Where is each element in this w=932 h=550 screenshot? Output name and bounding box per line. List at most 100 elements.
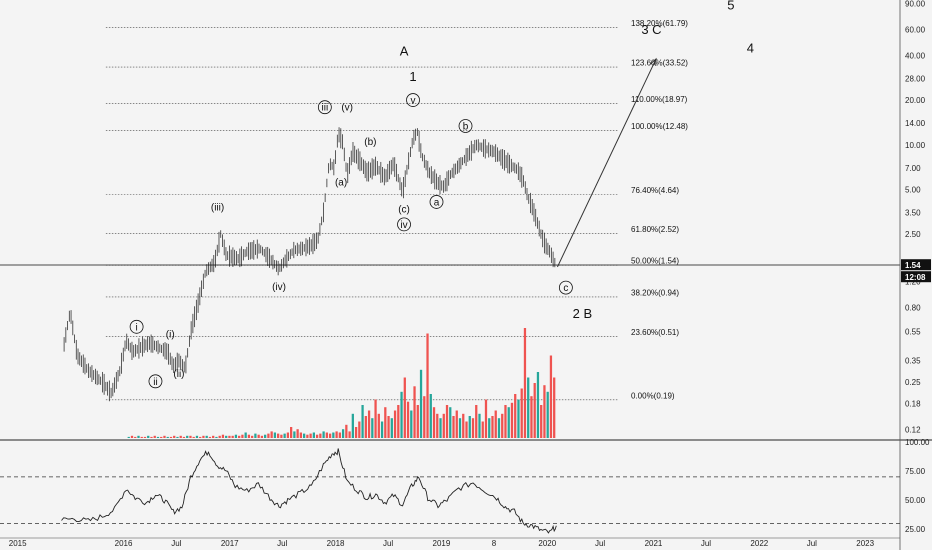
price-tick-label: 2.50 [905, 230, 921, 239]
volume-bar [130, 435, 134, 438]
volume-bar [228, 435, 231, 438]
volume-bar [481, 421, 484, 438]
fib-label: 138.20%(61.79) [631, 19, 688, 28]
wave-label-circle [429, 195, 444, 209]
time-tick-label: 2018 [327, 539, 345, 548]
volume-bars [127, 328, 556, 438]
volume-bar [195, 435, 199, 438]
volume-bar [189, 435, 192, 438]
volume-bar [225, 435, 228, 438]
volume-bar [182, 436, 186, 438]
volume-bar [393, 410, 397, 438]
rsi-tick-label: 50.00 [905, 496, 926, 505]
volume-bar [546, 391, 549, 438]
volume-bar [176, 436, 179, 438]
volume-bar [241, 434, 244, 438]
time-tick-label: 2023 [856, 539, 874, 548]
volume-bar [205, 435, 208, 438]
time-axis[interactable]: 2015 2016 Jul 2017 Jul 2018 Jul 2019 8 2020 Jul 202… [9, 539, 875, 548]
wave-label-circle [317, 100, 332, 115]
wave-label-circle [558, 280, 573, 295]
volume-bar [523, 328, 527, 438]
fib-label: 100.00%(12.48) [631, 122, 688, 131]
volume-bar [315, 434, 319, 438]
fib-label: 23.60%(0.51) [631, 328, 679, 337]
volume-bar [299, 432, 303, 438]
wave-labels: i (i) ii (ii) (iii) (iv) iii (v) (a) (b) (c) iv v A1 a… [129, 0, 754, 389]
volume-bar [387, 416, 390, 438]
wave-label: 2 B [573, 306, 593, 321]
volume-bar [254, 433, 257, 438]
volume-bar [468, 416, 471, 438]
time-tick-label: 2019 [433, 539, 451, 548]
volume-bar [536, 372, 540, 438]
volume-bar [319, 433, 322, 438]
volume-bar [504, 405, 507, 438]
wave-label: (b) [364, 137, 376, 148]
wave-label-circle [148, 374, 163, 389]
volume-bar [277, 433, 280, 438]
countdown-box [901, 271, 931, 283]
price-tick-label: 14.00 [905, 119, 926, 128]
volume-bar [212, 435, 215, 438]
current-price-tag: 1.54 12:08 [901, 259, 931, 283]
volume-bar [302, 433, 306, 438]
rsi-pane [0, 448, 900, 534]
wave-label: v [411, 96, 416, 107]
volume-bar [306, 434, 309, 438]
volume-bar [218, 435, 221, 438]
time-tick-label: Jul [383, 539, 393, 548]
volume-bar [221, 434, 225, 438]
rsi-tick-label: 25.00 [905, 525, 926, 534]
volume-bar [533, 383, 536, 438]
volume-bar [134, 436, 137, 438]
volume-bar [283, 433, 286, 438]
volume-bar [348, 431, 351, 438]
volume-bar [280, 434, 283, 438]
volume-bar [231, 435, 234, 438]
volume-bar [341, 429, 345, 438]
volume-bar [257, 434, 260, 438]
volume-bar [140, 436, 143, 438]
volume-bar [400, 391, 403, 438]
volume-bar [364, 416, 367, 438]
volume-bar [527, 377, 530, 438]
volume-bar [247, 434, 251, 438]
volume-bar [267, 433, 270, 438]
wave-label: (iv) [272, 282, 286, 293]
time-tick-label: 2020 [538, 539, 556, 548]
time-tick-label: Jul [807, 539, 817, 548]
volume-bar [215, 436, 218, 438]
volume-bar [260, 435, 264, 438]
price-tick-label: 20.00 [905, 96, 926, 105]
price-tick-label: 3.50 [905, 208, 921, 217]
rsi-line [61, 448, 557, 534]
volume-bar [286, 432, 290, 438]
volume-bar [163, 435, 166, 438]
price-tick-label: 40.00 [905, 52, 926, 61]
rsi-axis[interactable]: 100.00 75.00 50.00 25.00 [905, 438, 930, 534]
price-tick-label: 0.35 [905, 357, 921, 366]
price-tick-label: 0.12 [905, 425, 921, 434]
volume-bar [312, 432, 316, 438]
volume-bar [426, 333, 429, 438]
price-tick-label: 0.80 [905, 303, 921, 312]
wave-label: 5 [727, 0, 734, 12]
wave-label-circle [406, 93, 420, 107]
volume-bar [465, 421, 468, 438]
volume-bar [432, 407, 436, 438]
volume-bar [549, 355, 553, 438]
volume-bar [455, 410, 458, 438]
volume-bar [520, 388, 523, 438]
volume-bar [325, 432, 328, 438]
projection-line [557, 58, 657, 268]
volume-bar [156, 436, 160, 438]
volume-bar [234, 434, 238, 438]
volume-bar [488, 418, 491, 438]
volume-bar [147, 435, 150, 438]
price-axis[interactable]: 90.00 60.00 40.00 28.00 20.00 14.00 10.00 7.00 5… [905, 0, 926, 434]
price-tick-label: 0.55 [905, 327, 921, 336]
wave-label: (a) [335, 178, 347, 189]
